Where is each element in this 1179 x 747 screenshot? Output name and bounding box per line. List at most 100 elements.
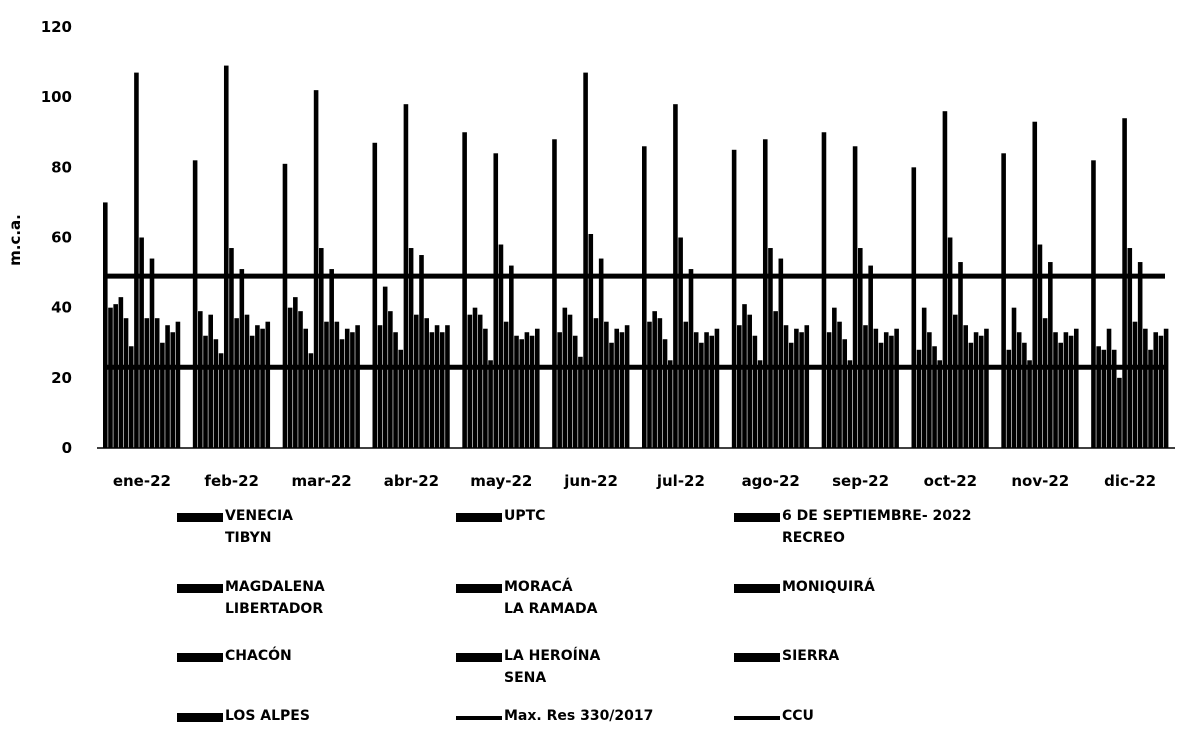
legend-label-line: VENECIA: [225, 508, 293, 524]
bar-dic-22-s7: [1127, 248, 1133, 448]
bar-ago-22-s5: [757, 360, 763, 448]
bar-sep-22-s9: [868, 265, 873, 448]
bar-may-22-s1: [467, 314, 473, 448]
bar-ago-22-s0: [731, 149, 737, 449]
reference-lines-layer: [103, 273, 1165, 370]
legend-label: CHACÓN: [225, 645, 292, 667]
bar-nov-22-s2: [1011, 307, 1017, 448]
bar-mar-22-s1: [287, 307, 293, 448]
y-axis-label: m.c.a.: [6, 214, 24, 266]
bar-jun-22-s9: [598, 258, 604, 448]
bar-oct-22-s4: [932, 346, 937, 448]
bar-ene-22-s14: [175, 321, 181, 448]
legend-label: 6 DE SEPTIEMBRE- 2022 RECREO: [782, 505, 972, 549]
bar-jul-22-s4: [662, 339, 668, 448]
bar-dic-22-s6: [1122, 118, 1127, 448]
bar-jul-22-s12: [704, 332, 709, 448]
bar-ene-22-s7: [139, 237, 144, 448]
legend-label-line: MAGDALENA: [225, 579, 325, 595]
bar-may-22-s10: [514, 335, 519, 448]
bar-jul-22-s10: [693, 332, 699, 448]
bar-jun-22-s2: [562, 307, 568, 448]
bar-sep-22-s12: [883, 332, 889, 448]
legend-item: MAGDALENA LIBERTADOR: [177, 579, 325, 620]
bar-feb-22-s8: [234, 318, 239, 448]
bar-ene-22-s10: [154, 318, 160, 448]
legend-item: UPTC: [456, 508, 545, 527]
legend-item: SIERRA: [734, 648, 839, 667]
bar-ago-22-s7: [768, 248, 773, 448]
bar-oct-22-s6: [942, 111, 948, 448]
legend-label-line: LOS ALPES: [225, 708, 310, 724]
bar-ago-22-s1: [737, 325, 742, 448]
legend-label-line: MONIQUIRÁ: [782, 579, 875, 595]
legend-bar-swatch: [734, 584, 780, 593]
bar-jul-22-s3: [657, 318, 663, 448]
bar-sep-22-s14: [894, 328, 899, 448]
x-tick-label: ene-22: [113, 472, 171, 490]
bar-nov-22-s8: [1042, 318, 1048, 448]
bar-ago-22-s11: [788, 342, 794, 448]
legend-label-line: RECREO: [782, 530, 845, 546]
bar-dic-22-s1: [1096, 346, 1101, 448]
bar-jun-22-s1: [557, 332, 562, 448]
bar-ago-22-s9: [778, 258, 784, 448]
bar-mar-22-s11: [339, 339, 345, 448]
y-tick-label: 40: [51, 299, 72, 317]
legend-item: CCU: [734, 708, 814, 727]
bar-ago-22-s2: [742, 304, 747, 448]
legend-item: Max. Res 330/2017: [456, 708, 653, 727]
legend-bar-swatch: [177, 653, 223, 662]
bar-ago-22-s12: [794, 328, 799, 448]
legend-bar-swatch: [177, 584, 223, 593]
y-tick-label: 20: [51, 369, 72, 387]
x-tick-label: may-22: [470, 472, 532, 490]
bar-ene-22-s4: [123, 318, 129, 448]
bar-feb-22-s2: [203, 335, 208, 448]
bar-mar-22-s2: [293, 297, 298, 448]
bar-may-22-s9: [509, 265, 514, 448]
x-tick-label: ago-22: [742, 472, 800, 490]
bar-ago-22-s10: [783, 325, 789, 448]
legend-item: 6 DE SEPTIEMBRE- 2022 RECREO: [734, 508, 972, 549]
x-tick-label: sep-22: [832, 472, 889, 490]
y-tick-label: 100: [41, 88, 72, 106]
bar-feb-22-s11: [249, 335, 255, 448]
bar-jul-22-s0: [642, 146, 647, 448]
bar-oct-22-s1: [916, 349, 922, 448]
bar-jul-22-s7: [678, 237, 683, 448]
bar-dic-22-s11: [1148, 349, 1153, 448]
bar-may-22-s7: [498, 244, 504, 448]
legend-label-line: LA HEROÍNA: [504, 648, 601, 664]
bar-ago-22-s8: [773, 311, 778, 448]
bar-oct-22-s7: [947, 237, 953, 448]
legend-label: LOS ALPES: [225, 705, 310, 727]
bar-jun-22-s14: [624, 325, 630, 448]
bar-jun-22-s13: [619, 332, 625, 448]
bar-feb-22-s14: [265, 321, 271, 448]
bar-may-22-s8: [503, 321, 509, 448]
bar-abr-22-s3: [388, 311, 393, 448]
bar-ago-22-s13: [799, 332, 804, 448]
bar-nov-22-s7: [1037, 244, 1043, 448]
legend-item: CHACÓN: [177, 648, 292, 667]
bar-mar-22-s6: [313, 90, 319, 449]
bar-dic-22-s0: [1091, 160, 1096, 448]
bar-ago-22-s4: [752, 335, 758, 448]
bar-feb-22-s13: [260, 328, 265, 448]
bar-oct-22-s11: [968, 342, 974, 448]
legend-label-line: SENA: [504, 670, 547, 686]
legend-item: MONIQUIRÁ: [734, 579, 875, 598]
bar-abr-22-s4: [393, 332, 398, 448]
bar-mar-22-s14: [355, 325, 360, 448]
bar-ene-22-s9: [149, 258, 155, 448]
bar-may-22-s2: [472, 307, 478, 448]
bar-ene-22-s12: [165, 325, 170, 448]
bar-sep-22-s0: [821, 132, 827, 448]
x-tick-label: nov-22: [1011, 472, 1069, 490]
bar-nov-22-s14: [1073, 328, 1079, 448]
bar-oct-22-s13: [978, 335, 984, 448]
legend-label: VENECIA TIBYN: [225, 505, 293, 549]
bar-nov-22-s13: [1068, 335, 1074, 448]
bar-jun-22-s8: [593, 318, 599, 448]
